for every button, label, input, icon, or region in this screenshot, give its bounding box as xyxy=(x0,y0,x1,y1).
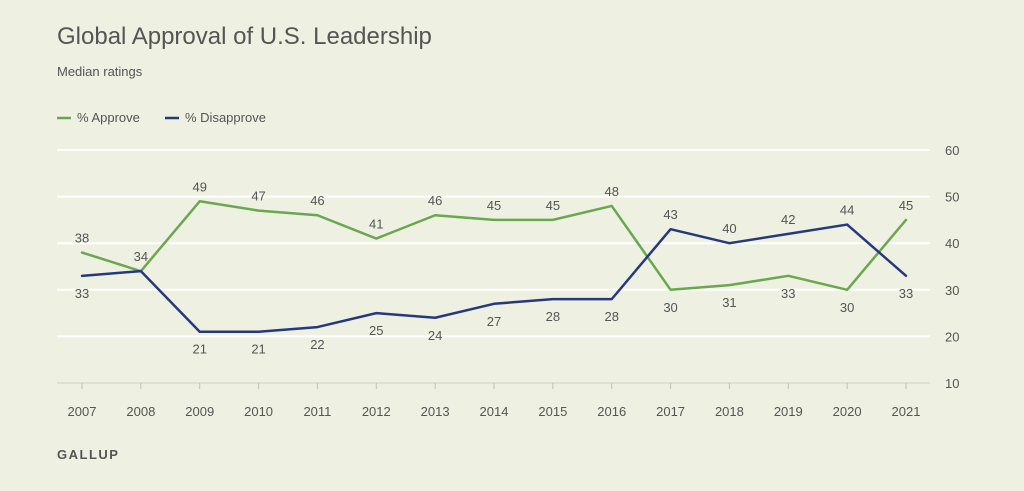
approve-data-label: 30 xyxy=(840,300,854,315)
x-tick-label: 2020 xyxy=(833,404,862,419)
y-tick-label: 10 xyxy=(945,376,959,391)
approve-data-label: 34 xyxy=(134,249,148,264)
x-tick-label: 2019 xyxy=(774,404,803,419)
disapprove-data-label: 40 xyxy=(722,221,736,236)
y-tick-label: 50 xyxy=(945,190,959,205)
disapprove-data-label: 44 xyxy=(840,203,854,218)
approve-data-label: 38 xyxy=(75,231,89,246)
x-tick-label: 2008 xyxy=(126,404,155,419)
x-tick-label: 2007 xyxy=(68,404,97,419)
disapprove-data-label: 25 xyxy=(369,323,383,338)
y-tick-label: 40 xyxy=(945,236,959,251)
chart-title: Global Approval of U.S. Leadership xyxy=(57,23,432,50)
approve-data-label: 47 xyxy=(251,189,265,204)
x-tick-label: 2011 xyxy=(303,404,331,419)
disapprove-data-label: 21 xyxy=(251,342,265,357)
x-tick-label: 2013 xyxy=(421,404,450,419)
approve-data-label: 30 xyxy=(663,300,677,315)
disapprove-line xyxy=(80,223,908,333)
disapprove-data-label: 24 xyxy=(428,328,442,343)
gallup-logo: GALLUP xyxy=(57,447,119,462)
data-labels: 38 34 49 47 46 41 46 45 45 48 30 31 33 30 45 33 21 21 22 25… xyxy=(75,179,913,356)
disapprove-data-label: 43 xyxy=(663,207,677,222)
gridlines xyxy=(57,149,930,384)
disapprove-data-label: 21 xyxy=(192,342,206,357)
disapprove-data-label: 28 xyxy=(604,309,618,324)
chart-subtitle: Median ratings xyxy=(57,64,143,79)
approve-data-label: 45 xyxy=(899,198,913,213)
disapprove-data-label: 33 xyxy=(899,286,913,301)
disapprove-data-label: 27 xyxy=(487,314,501,329)
approve-data-label: 45 xyxy=(546,198,560,213)
x-tick-label: 2015 xyxy=(538,404,567,419)
x-tick-label: 2017 xyxy=(656,404,685,419)
approve-data-label: 41 xyxy=(369,217,383,232)
legend-label: % Approve xyxy=(77,110,140,125)
disapprove-data-label: 28 xyxy=(546,309,560,324)
approve-data-label: 49 xyxy=(192,179,206,194)
x-tick-label: 2021 xyxy=(892,404,921,419)
approve-data-label: 45 xyxy=(487,198,501,213)
x-tick-label: 2010 xyxy=(244,404,273,419)
disapprove-data-label: 22 xyxy=(310,337,324,352)
disapprove-data-label: 42 xyxy=(781,212,795,227)
x-tick-label: 2016 xyxy=(597,404,626,419)
y-axis-ticks: 10 20 30 40 50 60 xyxy=(945,143,959,391)
disapprove-data-label: 33 xyxy=(75,286,89,301)
approve-data-label: 46 xyxy=(310,193,324,208)
y-tick-label: 30 xyxy=(945,283,959,298)
series-lines xyxy=(80,200,908,333)
x-tick-label: 2018 xyxy=(715,404,744,419)
approve-line xyxy=(80,200,908,292)
approve-data-label: 48 xyxy=(604,184,618,199)
y-tick-label: 20 xyxy=(945,329,959,344)
approve-data-label: 46 xyxy=(428,193,442,208)
x-tick-label: 2014 xyxy=(480,404,509,419)
x-tick-label: 2009 xyxy=(185,404,214,419)
x-tick-label: 2012 xyxy=(362,404,391,419)
approve-data-label: 33 xyxy=(781,286,795,301)
legend: % Approve % Disapprove xyxy=(57,110,266,125)
legend-label: % Disapprove xyxy=(185,110,266,125)
x-axis-ticks: 2007 2008 2009 2010 2011 2012 2013 2014 2015 2016… xyxy=(68,383,921,419)
approve-data-label: 31 xyxy=(722,295,736,310)
y-tick-label: 60 xyxy=(945,143,959,158)
